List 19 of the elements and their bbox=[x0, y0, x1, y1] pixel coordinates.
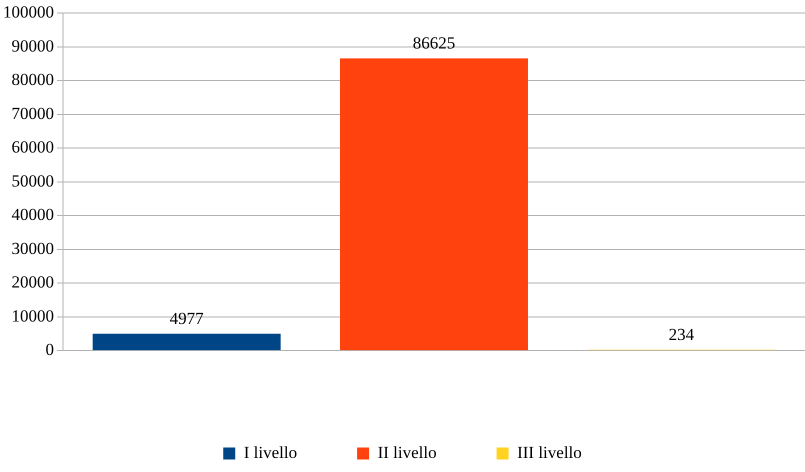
bar bbox=[92, 334, 281, 350]
y-tick-label: 60000 bbox=[12, 138, 54, 157]
y-tick-label: 100000 bbox=[3, 2, 54, 22]
bar bbox=[340, 58, 528, 350]
data-label: 4977 bbox=[170, 308, 204, 328]
y-tick-label: 20000 bbox=[12, 272, 54, 292]
data-label: 86625 bbox=[412, 33, 456, 52]
y-tick-label: 10000 bbox=[12, 306, 54, 326]
data-label: 234 bbox=[668, 324, 695, 344]
y-tick-label: 90000 bbox=[12, 36, 54, 56]
y-tick-label: 80000 bbox=[12, 70, 54, 90]
y-tick-label: 40000 bbox=[12, 205, 54, 224]
y-tick-label: 70000 bbox=[12, 104, 54, 123]
y-tick-label: 0 bbox=[46, 340, 54, 360]
legend-label: III livello bbox=[517, 442, 582, 462]
legend-label: I livello bbox=[244, 442, 298, 462]
y-tick-label: 50000 bbox=[12, 171, 54, 190]
legend-label: II livello bbox=[378, 442, 437, 462]
y-tick-label: 30000 bbox=[12, 238, 54, 258]
